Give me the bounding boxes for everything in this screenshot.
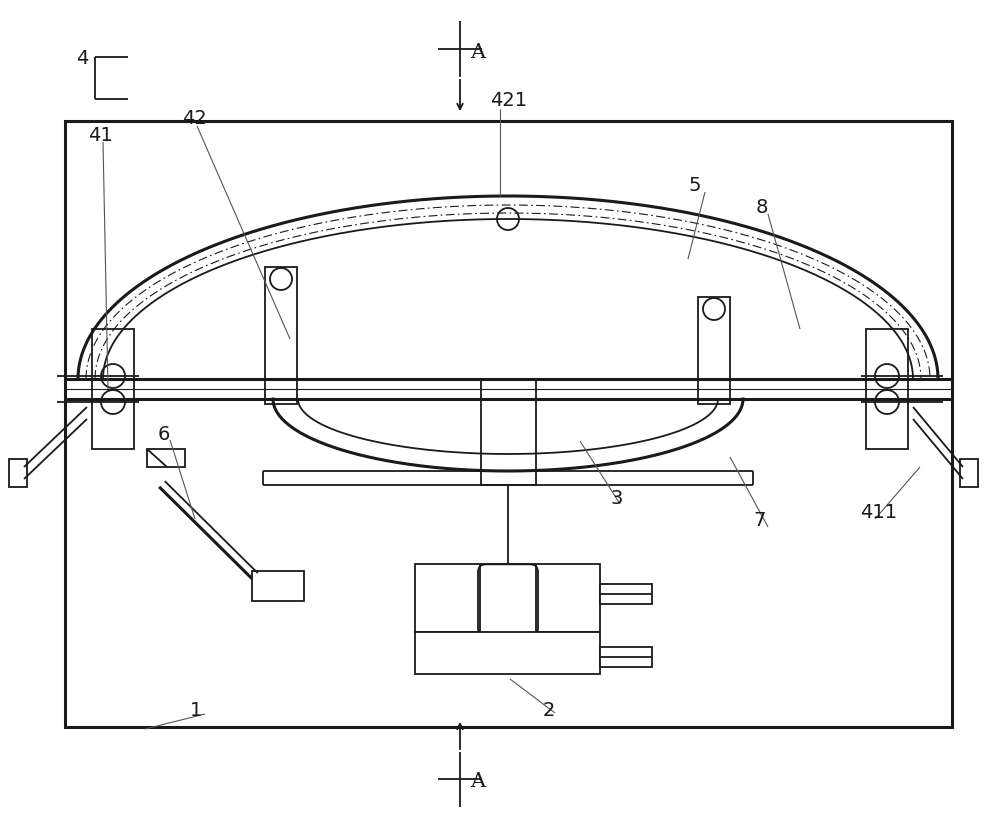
Text: A: A [470, 772, 485, 791]
Text: A: A [470, 42, 485, 61]
Bar [147, 450, 185, 468]
Text: 4: 4 [76, 49, 88, 67]
Bar [415, 633, 600, 674]
Text: 8: 8 [756, 197, 768, 216]
Bar [698, 297, 730, 405]
Bar [600, 584, 652, 604]
Text: 7: 7 [753, 510, 765, 529]
Bar [9, 460, 27, 488]
Text: 421: 421 [490, 90, 527, 109]
FancyBboxPatch shape [478, 565, 538, 637]
Bar [600, 647, 652, 667]
Bar [265, 267, 297, 405]
Bar [866, 330, 908, 450]
Text: 411: 411 [860, 502, 897, 521]
Text: 3: 3 [610, 488, 622, 507]
Bar [415, 565, 600, 633]
Bar [960, 460, 978, 488]
Text: 41: 41 [88, 125, 113, 144]
Text: 5: 5 [688, 176, 700, 195]
Bar [92, 330, 134, 450]
Text: 1: 1 [190, 700, 202, 719]
Bar [481, 379, 536, 485]
Text: 6: 6 [158, 425, 170, 444]
Text: 42: 42 [182, 108, 207, 128]
Bar [65, 122, 952, 727]
Bar [252, 571, 304, 601]
Text: 2: 2 [543, 700, 555, 719]
